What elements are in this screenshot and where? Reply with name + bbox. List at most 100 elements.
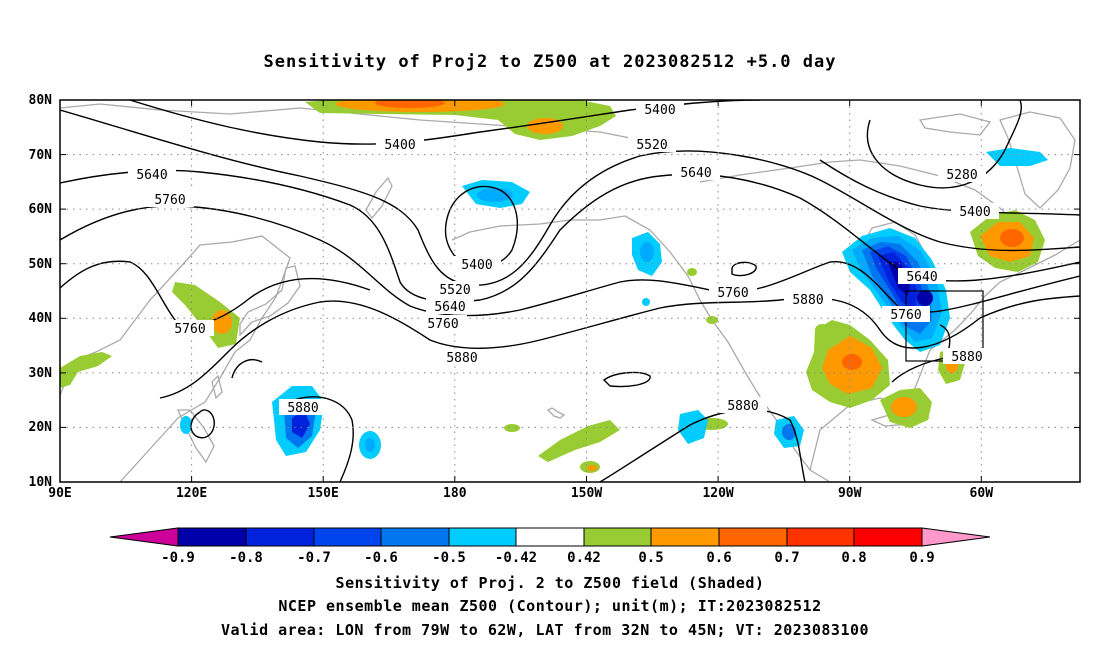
lat-tick-label: 60N	[29, 202, 53, 217]
colorbar-label: 0.5	[638, 550, 663, 566]
contour-label: 5880	[951, 350, 982, 365]
contour-label: 5760	[174, 322, 205, 337]
inner-shading-labels: 5640 5760	[882, 268, 946, 323]
contour-5760-alaska-loop	[731, 261, 757, 277]
coastline-taiwan	[211, 374, 223, 400]
contour-label: 5400	[461, 258, 492, 273]
contour-5880-philippine	[190, 409, 215, 439]
figure-title: Sensitivity of Proj2 to Z500 at 20230825…	[264, 52, 837, 72]
shading-neg-philippine-sea-core	[365, 438, 375, 452]
lat-tick-label: 10N	[29, 475, 53, 490]
shading-pos-pacific-strip	[538, 420, 620, 462]
contour-label: 5280	[946, 168, 977, 183]
shading-pos-arctic-red	[375, 100, 445, 108]
coastline-arctic-islands	[918, 113, 992, 136]
coastline-north-america-west	[624, 215, 831, 482]
shading-pos-north-atlantic-red	[1000, 229, 1024, 247]
colorbar-bin	[448, 527, 517, 547]
caption: Sensitivity of Proj. 2 to Z500 field (Sh…	[221, 574, 869, 639]
colorbar-bin	[313, 527, 382, 547]
lon-tick-label: 60W	[970, 486, 994, 501]
colorbar-bin	[650, 527, 720, 547]
colorbar-label: -0.9	[161, 550, 195, 566]
colorbar-label: -0.42	[495, 550, 537, 566]
colorbar-label: 0.9	[909, 550, 934, 566]
contour-label: 5400	[384, 138, 415, 153]
shading-pos-indochina	[60, 352, 112, 388]
z500-contours	[60, 100, 1080, 482]
colorbar-bin	[583, 527, 652, 547]
contour-label: 5640	[136, 168, 167, 183]
colorbar-label: 0.7	[774, 550, 799, 566]
colorbar-label: 0.42	[567, 550, 601, 566]
colorbar-bin	[177, 527, 247, 547]
contour-5400-north-atlantic	[819, 159, 1080, 216]
colorbar-bin	[853, 527, 923, 547]
lat-tick-label: 40N	[29, 311, 53, 326]
shading-pos-pacific-small	[504, 424, 520, 432]
caption-line-1: Sensitivity of Proj. 2 to Z500 field (Sh…	[336, 574, 765, 592]
contour-label-5760-east: 5760	[890, 308, 921, 323]
coastline-us-east	[929, 239, 1080, 351]
map-panel: 5400 5400 5400 5400 5520 5520 5640 5640 …	[29, 93, 1081, 501]
contour-label: 5520	[636, 138, 667, 153]
coastline-gulf	[809, 349, 931, 471]
contour-label: 5880	[727, 399, 758, 414]
coastlines	[60, 103, 1080, 482]
shading-pos-central-pacific-orange	[587, 465, 597, 471]
colorbar-bin	[245, 527, 315, 547]
lat-tick-label: 30N	[29, 366, 53, 381]
colorbar-bin	[380, 527, 450, 547]
contour-label: 5880	[446, 351, 477, 366]
contour-label: 5640	[434, 300, 465, 315]
lon-tick-label: 150E	[308, 486, 339, 501]
shading-pos-caribbean-orange	[891, 397, 917, 417]
contour-5880-japan-trough	[231, 359, 263, 379]
shading-neg-southchina	[180, 416, 192, 434]
colorbar-left-arrow	[109, 527, 179, 547]
shading-neg-greenland	[986, 148, 1048, 166]
shading-pos-east-china-orange	[212, 310, 232, 334]
shading-neg-gulf-alaska-core	[640, 242, 654, 262]
shading-neg-bering-core	[477, 188, 513, 202]
shading-neg-hawaii-ne	[678, 410, 708, 444]
lat-tick-label: 80N	[29, 93, 53, 108]
shading-pos-calif-dot	[706, 316, 718, 324]
colorbar: -0.9 -0.8 -0.7 -0.6 -0.5 -0.42 0.42 0.5 …	[109, 527, 991, 566]
contour-label: 5520	[439, 283, 470, 298]
contour-label: 5760	[427, 317, 458, 332]
shading-pos-alaska-dot	[687, 268, 697, 276]
gridlines	[60, 100, 1080, 482]
colorbar-label: -0.6	[364, 550, 398, 566]
contour-label: 5760	[717, 286, 748, 301]
contour-5880	[159, 295, 1080, 399]
map-frame	[59, 99, 1081, 483]
shading-neg-mexico-core	[782, 424, 796, 440]
colorbar-label: -0.7	[297, 550, 331, 566]
coastline-japan	[239, 265, 301, 337]
lat-axis: 80N 70N 60N 50N 40N 30N 20N 10N	[29, 93, 1080, 490]
contour-5400-pacific-low	[444, 185, 519, 268]
lat-tick-label: 70N	[29, 148, 53, 163]
shading-pos-north-america-dot	[815, 324, 829, 336]
coastline-kamchatka	[365, 176, 393, 220]
colorbar-bin	[515, 527, 585, 547]
contour-label: 5640	[680, 166, 711, 181]
contour-5880-west-pacific	[293, 396, 354, 482]
contour-5880-pacific-small	[602, 371, 651, 388]
contour-5760	[60, 205, 1080, 317]
contour-label: 5880	[287, 401, 318, 416]
colorbar-right-arrow	[921, 527, 991, 547]
contour-5640	[60, 169, 1080, 303]
colorbar-label: 0.6	[706, 550, 731, 566]
coastline-asia	[60, 235, 291, 482]
lat-tick-label: 20N	[29, 420, 53, 435]
positive-shading	[60, 100, 1045, 473]
contour-label: 5880	[792, 293, 823, 308]
contour-label: 5400	[644, 103, 675, 118]
caption-line-2: NCEP ensemble mean Z500 (Contour); unit(…	[278, 597, 821, 615]
colorbar-label: 0.8	[841, 550, 866, 566]
caption-line-3: Valid area: LON from 79W to 62W, LAT fro…	[221, 621, 869, 639]
colorbar-bin	[718, 527, 788, 547]
